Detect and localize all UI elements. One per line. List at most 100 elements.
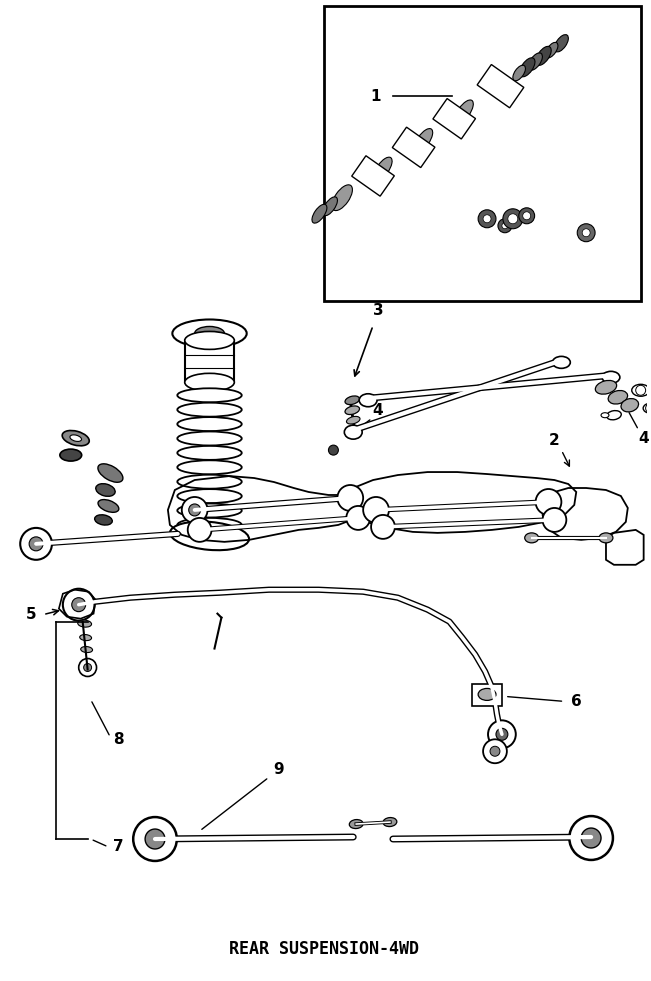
Ellipse shape <box>478 689 496 700</box>
Ellipse shape <box>322 197 337 216</box>
Circle shape <box>145 829 165 849</box>
Circle shape <box>133 817 177 861</box>
Ellipse shape <box>62 431 89 445</box>
Ellipse shape <box>177 388 242 402</box>
Circle shape <box>483 740 507 763</box>
Ellipse shape <box>601 413 609 418</box>
Circle shape <box>490 747 500 756</box>
Ellipse shape <box>344 425 362 439</box>
Text: 7: 7 <box>113 840 124 854</box>
Circle shape <box>508 214 518 224</box>
Bar <box>393 128 435 168</box>
Ellipse shape <box>195 327 225 340</box>
Circle shape <box>478 210 496 228</box>
Circle shape <box>483 215 491 223</box>
Circle shape <box>20 528 52 560</box>
Ellipse shape <box>350 819 363 829</box>
Ellipse shape <box>525 533 538 542</box>
Circle shape <box>187 518 212 542</box>
Circle shape <box>496 728 508 741</box>
Ellipse shape <box>536 46 551 66</box>
Circle shape <box>503 209 523 229</box>
Ellipse shape <box>60 449 81 461</box>
Bar <box>433 98 475 139</box>
Ellipse shape <box>454 100 473 124</box>
Circle shape <box>79 658 96 677</box>
Text: 4: 4 <box>373 403 383 418</box>
Ellipse shape <box>177 402 242 417</box>
Ellipse shape <box>98 464 123 483</box>
Circle shape <box>189 504 201 516</box>
Bar <box>352 156 395 196</box>
Ellipse shape <box>98 499 119 512</box>
Circle shape <box>502 223 508 229</box>
Ellipse shape <box>631 385 650 396</box>
Text: 1: 1 <box>370 88 381 104</box>
Circle shape <box>498 219 512 232</box>
Ellipse shape <box>177 518 242 532</box>
Ellipse shape <box>177 446 242 460</box>
Circle shape <box>72 597 86 612</box>
Text: 3: 3 <box>373 303 383 318</box>
Circle shape <box>523 212 531 220</box>
Text: REAR SUSPENSION-4WD: REAR SUSPENSION-4WD <box>229 940 419 957</box>
Ellipse shape <box>553 356 570 368</box>
Bar <box>477 65 524 108</box>
Circle shape <box>363 497 389 523</box>
Ellipse shape <box>519 58 535 77</box>
Circle shape <box>29 537 43 550</box>
Ellipse shape <box>177 417 242 431</box>
Ellipse shape <box>345 406 359 415</box>
Ellipse shape <box>96 484 115 496</box>
Bar <box>185 340 234 383</box>
Text: 8: 8 <box>113 732 124 747</box>
Ellipse shape <box>185 374 234 391</box>
Text: 2: 2 <box>549 433 560 447</box>
Circle shape <box>646 403 651 413</box>
Ellipse shape <box>555 34 568 52</box>
Ellipse shape <box>77 620 92 627</box>
Ellipse shape <box>602 372 620 384</box>
Ellipse shape <box>621 398 639 412</box>
Ellipse shape <box>70 435 81 441</box>
Ellipse shape <box>374 157 392 181</box>
Ellipse shape <box>607 411 621 420</box>
Circle shape <box>570 816 613 860</box>
Ellipse shape <box>94 515 113 525</box>
Circle shape <box>371 515 395 539</box>
Circle shape <box>542 508 566 532</box>
Circle shape <box>577 224 595 241</box>
Ellipse shape <box>345 396 359 404</box>
Ellipse shape <box>177 490 242 503</box>
Circle shape <box>488 720 516 749</box>
Ellipse shape <box>177 475 242 489</box>
Circle shape <box>519 208 534 224</box>
Ellipse shape <box>177 432 242 445</box>
Bar <box>324 6 641 300</box>
Ellipse shape <box>546 42 558 58</box>
Circle shape <box>329 445 339 455</box>
Ellipse shape <box>608 390 628 404</box>
Text: 4: 4 <box>639 431 649 445</box>
Ellipse shape <box>599 533 613 542</box>
Ellipse shape <box>529 53 542 71</box>
Circle shape <box>182 497 208 523</box>
Circle shape <box>581 828 601 848</box>
Text: 5: 5 <box>26 607 36 622</box>
Ellipse shape <box>177 503 242 518</box>
Ellipse shape <box>81 646 92 652</box>
Ellipse shape <box>414 129 433 152</box>
Ellipse shape <box>173 320 247 347</box>
Circle shape <box>536 489 561 515</box>
Ellipse shape <box>79 635 92 641</box>
Ellipse shape <box>359 393 377 407</box>
Circle shape <box>582 229 590 236</box>
Bar <box>472 685 502 706</box>
Ellipse shape <box>312 204 327 223</box>
Ellipse shape <box>346 416 360 424</box>
Text: 9: 9 <box>273 761 284 777</box>
Ellipse shape <box>332 184 352 211</box>
Ellipse shape <box>595 381 616 394</box>
Circle shape <box>84 663 92 671</box>
Text: 6: 6 <box>571 694 581 709</box>
